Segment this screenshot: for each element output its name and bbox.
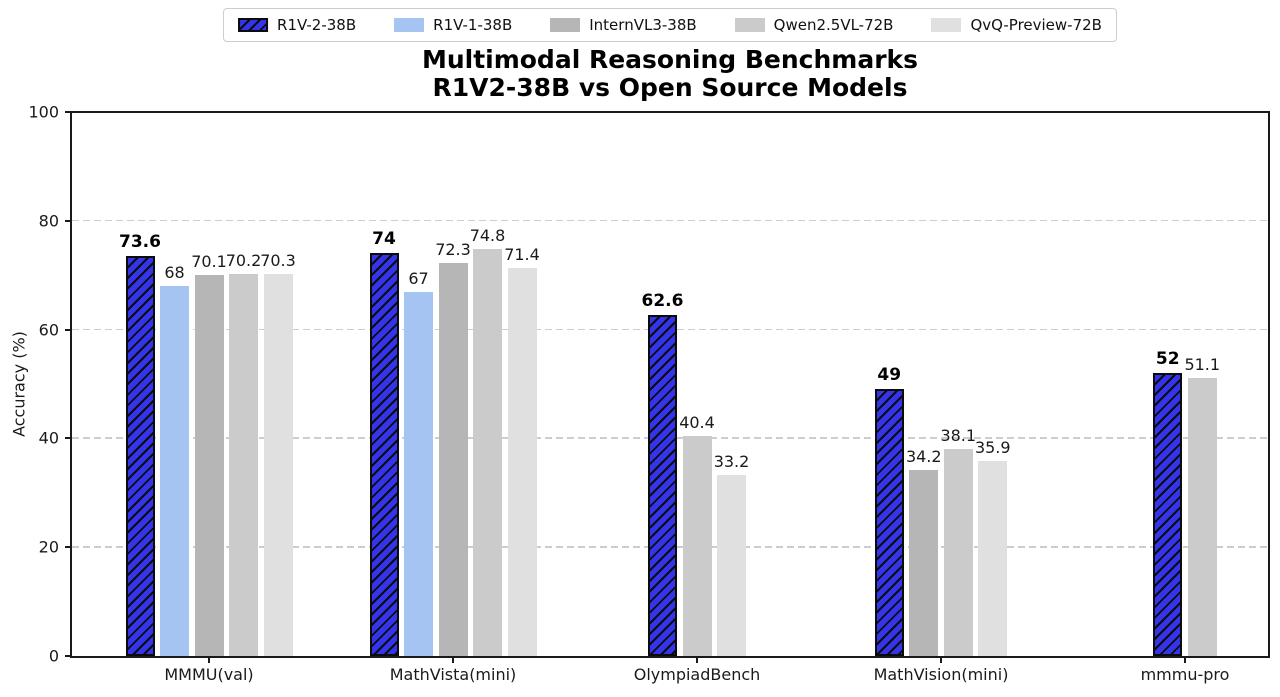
x-tick-mark-MathVision(mini) bbox=[940, 656, 942, 663]
x-tick-label-OlympiadBench: OlympiadBench bbox=[633, 665, 761, 684]
legend: R1V-2-38B R1V-1-38B InternVL3-38B Qwen2.5VL… bbox=[223, 8, 1117, 42]
bar-R1V-1-38B-MMMU(val) bbox=[160, 286, 189, 656]
y-tick-label-20: 20 bbox=[38, 537, 59, 557]
legend-entry-R1V-2-38B: R1V-2-38B bbox=[238, 16, 356, 34]
legend-entry-Qwen2.5VL-72B: Qwen2.5VL-72B bbox=[734, 16, 894, 34]
value-label-Qwen2.5VL-72B-OlympiadBench: 40.4 bbox=[679, 413, 715, 433]
value-label-InternVL3-38B-MathVision(mini): 34.2 bbox=[905, 446, 942, 466]
x-tick-label-MathVision(mini): MathVision(mini) bbox=[873, 665, 1009, 684]
value-label-QvQ-Preview-72B-MathVision(mini): 35.9 bbox=[974, 437, 1011, 457]
bar-Qwen2.5VL-72B-MMMU(val) bbox=[229, 274, 258, 656]
bar-R1V-2-38B-MathVision(mini) bbox=[874, 389, 904, 656]
value-label-R1V-2-38B-MathVista(mini): 74 bbox=[372, 229, 396, 250]
value-label-QvQ-Preview-72B-OlympiadBench: 33.2 bbox=[713, 452, 750, 472]
bar-Qwen2.5VL-72B-MathVision(mini) bbox=[943, 448, 973, 656]
y-tick-label-80: 80 bbox=[38, 211, 59, 231]
legend-entry-R1V-1-38B: R1V-1-38B bbox=[394, 16, 512, 34]
value-label-R1V-2-38B-OlympiadBench: 62.6 bbox=[641, 291, 684, 312]
bar-R1V-2-38B-OlympiadBench bbox=[648, 315, 677, 656]
legend-label-InternVL3-38B: InternVL3-38B bbox=[589, 16, 697, 34]
value-label-Qwen2.5VL-72B-MathVista(mini): 74.8 bbox=[469, 226, 506, 246]
legend-label-QvQ-Preview-72B: QvQ-Preview-72B bbox=[970, 16, 1102, 34]
value-label-R1V-1-38B-MathVista(mini): 67 bbox=[408, 268, 429, 288]
chart-title-line2: R1V2-38B vs Open Source Models bbox=[432, 73, 908, 102]
x-tick-label-MathVista(mini): MathVista(mini) bbox=[389, 665, 517, 684]
bar-Qwen2.5VL-72B-OlympiadBench bbox=[682, 436, 712, 656]
x-tick-mark-MMMU(val) bbox=[208, 656, 210, 663]
chart-title: Multimodal Reasoning Benchmarks R1V2-38B… bbox=[422, 46, 918, 102]
bar-Qwen2.5VL-72B-MathVista(mini) bbox=[473, 249, 502, 656]
bar-InternVL3-38B-MathVista(mini) bbox=[438, 262, 468, 656]
top-spine bbox=[70, 111, 1270, 113]
right-spine bbox=[1268, 111, 1270, 658]
y-tick-mark-60 bbox=[65, 328, 72, 331]
x-tick-mark-mmmu-pro bbox=[1184, 656, 1186, 663]
legend-swatch-R1V-1-38B bbox=[394, 18, 425, 32]
y-tick-mark-80 bbox=[65, 219, 72, 222]
bottom-spine bbox=[70, 656, 1270, 658]
value-label-R1V-2-38B-MathVision(mini): 49 bbox=[877, 365, 902, 386]
value-label-QvQ-Preview-72B-MathVista(mini): 71.4 bbox=[504, 244, 540, 264]
legend-swatch-InternVL3-38B bbox=[550, 18, 581, 32]
y-tick-label-0: 0 bbox=[48, 646, 59, 666]
gridline-80 bbox=[72, 219, 1269, 222]
bar-QvQ-Preview-72B-MathVista(mini) bbox=[507, 267, 537, 656]
value-label-R1V-2-38B-mmmu-pro: 52 bbox=[1155, 349, 1180, 370]
plot-area: 73.6 68 70.1 70.2 70.3 74 67 72.3 74.8 71.4 62.6 40… bbox=[72, 112, 1269, 656]
legend-label-R1V-1-38B: R1V-1-38B bbox=[433, 16, 513, 34]
value-label-Qwen2.5VL-72B-mmmu-pro: 51.1 bbox=[1184, 355, 1221, 375]
y-tick-mark-20 bbox=[65, 546, 72, 549]
value-label-InternVL3-38B-MMMU(val): 70.1 bbox=[191, 251, 227, 271]
bar-R1V-2-38B-MathVista(mini) bbox=[369, 253, 399, 656]
bar-InternVL3-38B-MMMU(val) bbox=[194, 274, 224, 656]
legend-label-R1V-2-38B: R1V-2-38B bbox=[277, 16, 357, 34]
y-tick-label-40: 40 bbox=[38, 428, 59, 448]
left-spine bbox=[70, 111, 72, 658]
legend-label-Qwen2.5VL-72B: Qwen2.5VL-72B bbox=[773, 16, 894, 34]
bar-QvQ-Preview-72B-OlympiadBench bbox=[717, 475, 746, 656]
x-tick-label-MMMU(val): MMMU(val) bbox=[164, 665, 254, 684]
value-label-InternVL3-38B-MathVista(mini): 72.3 bbox=[435, 239, 471, 259]
bar-Qwen2.5VL-72B-mmmu-pro bbox=[1187, 378, 1217, 656]
legend-entry-InternVL3-38B: InternVL3-38B bbox=[550, 16, 697, 34]
y-tick-mark-40 bbox=[65, 437, 72, 440]
bar-QvQ-Preview-72B-MathVision(mini) bbox=[978, 460, 1008, 656]
y-tick-label-60: 60 bbox=[38, 320, 59, 340]
bar-InternVL3-38B-MathVision(mini) bbox=[909, 469, 939, 656]
bar-R1V-2-38B-mmmu-pro bbox=[1153, 373, 1183, 656]
legend-swatch-Qwen2.5VL-72B bbox=[734, 18, 765, 32]
y-tick-mark-100 bbox=[65, 111, 72, 113]
value-label-R1V-2-38B-MMMU(val): 73.6 bbox=[119, 231, 161, 252]
legend-entry-QvQ-Preview-72B: QvQ-Preview-72B bbox=[931, 16, 1102, 34]
x-tick-mark-MathVista(mini) bbox=[452, 656, 454, 663]
chart-title-line1: Multimodal Reasoning Benchmarks bbox=[421, 45, 919, 74]
x-tick-mark-OlympiadBench bbox=[696, 656, 698, 663]
y-tick-label-100: 100 bbox=[28, 102, 59, 122]
bar-R1V-1-38B-MathVista(mini) bbox=[404, 291, 433, 656]
bar-R1V-2-38B-MMMU(val) bbox=[125, 255, 155, 656]
value-label-Qwen2.5VL-72B-MathVision(mini): 38.1 bbox=[940, 425, 977, 445]
value-label-Qwen2.5VL-72B-MMMU(val): 70.2 bbox=[225, 251, 262, 271]
y-tick-mark-0 bbox=[65, 655, 72, 657]
legend-swatch-R1V-2-38B bbox=[238, 18, 269, 32]
value-label-QvQ-Preview-72B-MMMU(val): 70.3 bbox=[260, 250, 296, 270]
x-tick-label-mmmu-pro: mmmu-pro bbox=[1140, 665, 1230, 684]
bar-QvQ-Preview-72B-MMMU(val) bbox=[263, 273, 293, 656]
y-axis-label: Accuracy (%) bbox=[9, 331, 29, 437]
value-label-R1V-1-38B-MMMU(val): 68 bbox=[164, 263, 185, 283]
legend-swatch-QvQ-Preview-72B bbox=[931, 18, 962, 32]
